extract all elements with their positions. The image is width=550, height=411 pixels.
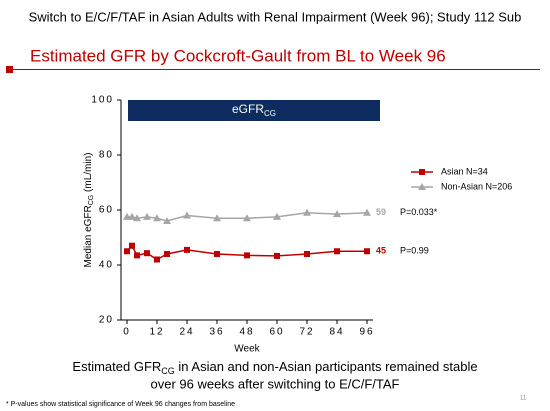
page-number: 11: [520, 396, 527, 402]
data-point: [134, 252, 140, 259]
slide-header: Switch to E/C/F/TAF in Asian Adults with…: [29, 9, 522, 24]
data-point: [274, 252, 280, 259]
p-value: P=0.033*: [400, 207, 438, 217]
data-label: 45: [376, 246, 386, 256]
banner: [128, 100, 380, 121]
data-point: [128, 212, 136, 220]
data-point: [133, 214, 141, 222]
x-tick-label: 12: [149, 327, 164, 338]
y-label-sub: CG: [88, 195, 95, 206]
data-point: [244, 252, 250, 259]
x-tick-label: 72: [299, 327, 314, 338]
title-bullet: [6, 66, 13, 73]
data-point: [304, 251, 310, 257]
data-point: [129, 242, 135, 249]
data-point: [273, 212, 281, 220]
y-tick-label: 40: [99, 260, 114, 271]
p-value: P=0.99: [400, 246, 429, 256]
caption-rest: in Asian and non-Asian participants rema…: [175, 359, 478, 374]
x-tick-label: 24: [179, 327, 194, 338]
x-axis-label: Week: [234, 344, 260, 355]
y-tick-label: 20: [99, 315, 114, 326]
y-label-unit: (mL/min): [83, 153, 94, 195]
legend-label: Non-Asian N=206: [441, 181, 512, 191]
y-tick-label: 60: [99, 205, 114, 216]
y-label-main: Median eGFR: [83, 205, 94, 267]
x-tick-label: 36: [209, 327, 224, 338]
slide-title: Estimated GFR by Cockcroft-Gault from BL…: [30, 46, 446, 65]
data-point: [154, 256, 160, 263]
data-point: [153, 214, 161, 222]
banner-text: eGFRCG: [232, 102, 276, 118]
banner-sub: CG: [264, 109, 276, 118]
data-point: [184, 246, 190, 253]
data-point: [163, 217, 171, 224]
caption-line: Estimated GFRCG in Asian and non-Asian p…: [72, 359, 477, 376]
data-point: [419, 169, 425, 175]
x-tick-label: 84: [329, 327, 344, 338]
data-point: [334, 248, 340, 255]
caption-line: over 96 weeks after switching to E/C/F/T…: [150, 376, 399, 391]
y-tick-label: 100: [91, 95, 114, 106]
data-point: [143, 212, 151, 220]
data-point: [214, 251, 220, 257]
x-tick-label: 96: [359, 327, 374, 338]
x-tick-label: 60: [269, 327, 284, 338]
data-point: [243, 214, 251, 222]
data-point: [183, 211, 191, 219]
data-point: [364, 248, 370, 255]
banner-main: eGFR: [232, 102, 264, 116]
data-point: [333, 210, 341, 218]
y-axis-label: Median eGFRCG (mL/min): [83, 153, 95, 268]
data-label: 59: [376, 207, 386, 217]
x-tick-label: 48: [239, 327, 254, 338]
data-point: [213, 214, 221, 222]
y-tick-label: 80: [99, 150, 114, 161]
caption-sub: CG: [161, 366, 175, 376]
footnote: * P-values show statistical significance…: [6, 401, 235, 408]
x-tick-label: 0: [123, 327, 131, 338]
data-point: [418, 183, 426, 190]
data-point: [363, 208, 371, 216]
caption-main: Estimated GFR: [72, 359, 161, 374]
data-point: [303, 208, 311, 216]
legend-label: Asian N=34: [441, 166, 488, 176]
data-point: [144, 250, 150, 257]
data-point: [164, 251, 170, 257]
data-point: [124, 248, 130, 255]
